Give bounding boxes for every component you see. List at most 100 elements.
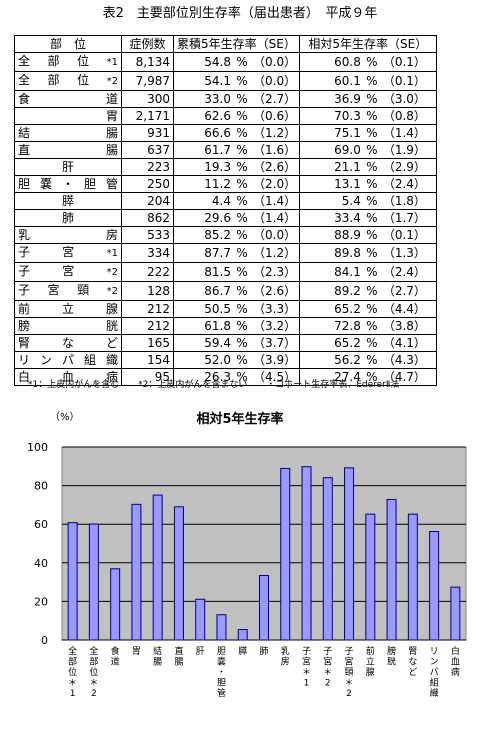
cumulative-value: 66.6: [204, 126, 231, 140]
percent-sign: %: [366, 211, 378, 225]
relative-se: （4.1）: [382, 336, 426, 350]
footnote-1: *1：上皮内がんを含む: [28, 380, 120, 390]
cases-cell: 637: [121, 141, 174, 159]
site-name: 子宮: [18, 264, 107, 278]
relative-cell: 75.1% （1.4）: [298, 124, 437, 142]
relative-se: （3.8）: [382, 319, 426, 333]
relative-value: 13.1: [334, 177, 361, 191]
cases-cell: 128: [121, 281, 174, 301]
x-tick-label: 前立腺: [366, 645, 375, 678]
site-name: 腎など: [18, 336, 118, 350]
relative-cell: 36.9% （3.0）: [298, 90, 437, 108]
cases-cell: 165: [121, 334, 174, 352]
relative-se: （4.7）: [382, 370, 426, 384]
cumulative-value: 54.1: [204, 74, 231, 88]
relative-value: 56.2: [334, 353, 361, 367]
relative-se: （2.7）: [382, 284, 426, 298]
percent-sign: %: [366, 160, 378, 174]
footnotes: *1：上皮内がんを含む *2：上皮内がんを含まない ・コホート生存率表、Eder…: [28, 377, 415, 390]
cumulative-value: 26.3: [204, 370, 231, 384]
bar: [450, 586, 461, 641]
relative-value: 5.4: [341, 194, 361, 208]
relative-cell: 65.2% （4.4）: [298, 300, 437, 318]
cumulative-value: 54.8: [204, 55, 231, 69]
cumulative-cell: 52.0% （3.9）: [173, 351, 300, 369]
cases-cell: 334: [121, 243, 174, 263]
relative-se: （0.1）: [382, 55, 426, 69]
cumulative-se: （2.0）: [253, 177, 297, 191]
x-tick-label: 食道: [111, 645, 120, 668]
site-name: 前立腺: [18, 302, 118, 316]
cumulative-cell: 26.3% （4.5）: [173, 368, 300, 386]
relative-se: （3.0）: [382, 92, 426, 106]
cases-cell: 533: [121, 226, 174, 244]
cumulative-cell: 54.1% （0.0）: [173, 71, 300, 91]
relative-cell: 72.8% （3.8）: [298, 317, 437, 335]
percent-sign: %: [366, 74, 378, 88]
document-title: 表2 主要部位別生存率（届出患者） 平成９年: [102, 6, 378, 21]
cases-cell: 250: [121, 175, 174, 193]
relative-cell: 60.8% （0.1）: [298, 52, 437, 72]
cumulative-se: （0.0）: [253, 228, 297, 242]
relative-cell: 27.4% （4.7）: [298, 368, 437, 386]
site-cell: 全部位*2: [14, 71, 122, 91]
site-name: リンパ組織: [18, 353, 118, 367]
x-tick-label: 膀胱: [387, 645, 396, 668]
percent-sign: %: [236, 246, 248, 260]
site-name: 肺: [61, 211, 74, 225]
percent-sign: %: [236, 353, 248, 367]
cases-cell: 2,171: [121, 107, 174, 125]
cumulative-se: （0.0）: [253, 74, 297, 88]
cases-cell: 212: [121, 300, 174, 318]
bar: [216, 614, 227, 641]
percent-sign: %: [366, 284, 378, 298]
bar: [429, 531, 440, 641]
cumulative-value: 52.0: [204, 353, 231, 367]
percent-sign: %: [366, 353, 378, 367]
x-tick-label: 子宮＊ 1: [302, 646, 311, 689]
cumulative-value: 85.2: [204, 228, 231, 242]
cases-cell: 7,987: [121, 71, 174, 91]
cumulative-value: 11.2: [204, 177, 231, 191]
table-row: 胃 2,171 62.6% （0.6） 70.3% （0.8）: [14, 107, 437, 125]
cumulative-se: （3.7）: [253, 336, 297, 350]
survival-table: 部 位 症例数 累積5年生存率（SE） 相対5年生存率（SE） 全部位*1 8,1…: [14, 35, 437, 386]
cumulative-value: 19.3: [204, 160, 231, 174]
percent-sign: %: [236, 143, 248, 157]
percent-sign: %: [366, 55, 378, 69]
bar: [280, 467, 291, 641]
relative-cell: 5.4% （1.8）: [298, 192, 437, 210]
bar: [322, 477, 333, 641]
cumulative-se: （3.9）: [253, 353, 297, 367]
y-tick-label: 60: [34, 518, 48, 531]
table-row: 直腸 637 61.7% （1.6） 69.0% （1.9）: [14, 141, 437, 159]
percent-sign: %: [236, 265, 248, 279]
cumulative-cell: 19.3% （2.6）: [173, 158, 300, 176]
cases-cell: 154: [121, 351, 174, 369]
cumulative-se: （2.7）: [253, 92, 297, 106]
table-row: 膵 204 4.4% （1.4） 5.4% （1.8）: [14, 192, 437, 210]
bar: [110, 568, 121, 641]
relative-value: 21.1: [334, 160, 361, 174]
percent-sign: %: [236, 92, 248, 106]
percent-sign: %: [366, 92, 378, 106]
cases-cell: 8,134: [121, 52, 174, 72]
cumulative-cell: 59.4% （3.7）: [173, 334, 300, 352]
cumulative-se: （0.6）: [253, 109, 297, 123]
percent-sign: %: [366, 109, 378, 123]
site-name: 直腸: [18, 143, 118, 157]
relative-cell: 88.9% （0.1）: [298, 226, 437, 244]
site-cell: 全部位*1: [14, 52, 122, 72]
table-row: 腎など 165 59.4% （3.7） 65.2% （4.1）: [14, 334, 437, 352]
relative-se: （0.1）: [382, 74, 426, 88]
relative-se: （1.4）: [382, 126, 426, 140]
x-tick-label: 直腸: [174, 645, 183, 668]
relative-value: 84.1: [334, 265, 361, 279]
relative-se: （0.1）: [382, 228, 426, 242]
site-mark: *1: [106, 248, 118, 259]
relative-value: 88.9: [334, 228, 361, 242]
cumulative-cell: 62.6% （0.6）: [173, 107, 300, 125]
site-cell: 食道: [14, 90, 122, 108]
relative-value: 65.2: [334, 302, 361, 316]
